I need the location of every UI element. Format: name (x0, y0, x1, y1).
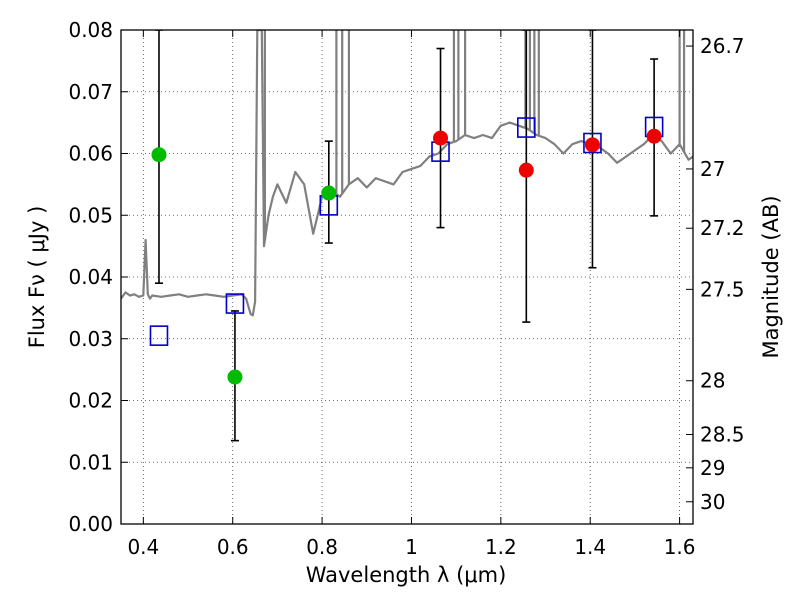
green-data-point (227, 369, 243, 385)
red-data-point (646, 128, 662, 144)
x-tick-label: 1 (405, 535, 418, 559)
right-tick-label: 28 (700, 369, 725, 393)
model-flux-square (583, 132, 602, 154)
x-ticks: 0.4 0.6 0.8 1 1.2 1.4 1.6 (127, 30, 696, 559)
right-axis-label: Magnitude (AB) (759, 195, 783, 358)
y-tick-label: 0.02 (68, 389, 113, 413)
x-tick-label: 0.4 (127, 535, 159, 559)
y-tick-label: 0.05 (68, 203, 113, 227)
x-tick-label: 0.6 (217, 535, 249, 559)
x-tick-label: 1.2 (485, 535, 517, 559)
right-tick-label: 30 (700, 490, 725, 514)
y-ticks: 0.00 0.01 0.02 0.03 0.04 0.05 0.06 0.07 0.08 (68, 18, 128, 536)
x-tick-label: 1.6 (664, 535, 696, 559)
right-tick-label: 27.2 (700, 216, 745, 240)
y-tick-label: 0.04 (68, 265, 113, 289)
right-tick-label: 26.7 (700, 34, 745, 58)
model-flux-square (149, 325, 169, 346)
right-tick-label: 27.5 (700, 277, 745, 301)
y-tick-label: 0.00 (68, 512, 113, 536)
red-data-point (584, 137, 600, 153)
right-tick-label: 28.5 (700, 422, 745, 446)
model-spectrum-line (121, 30, 693, 317)
y-tick-label: 0.06 (68, 142, 113, 166)
right-tick-label: 27 (700, 157, 725, 181)
x-axis-label: Wavelength λ (μm) (306, 563, 507, 587)
right-tick-label: 29 (700, 456, 725, 480)
model-flux-square (517, 117, 536, 138)
red-data-point (518, 162, 534, 178)
red-data-point (433, 130, 449, 146)
model-flux-square (225, 293, 245, 314)
plot-background (121, 30, 693, 524)
y-tick-label: 0.03 (68, 327, 113, 351)
x-tick-label: 0.8 (306, 535, 338, 559)
y-tick-label: 0.08 (68, 18, 113, 42)
right-ticks: 26.7 27 27.2 27.5 28 28.5 29 30 (686, 34, 745, 514)
green-data-point (321, 185, 337, 201)
y-axis-label: Flux Fν ( μJy ) (25, 206, 49, 349)
y-tick-label: 0.07 (68, 80, 113, 104)
x-tick-label: 1.4 (574, 535, 606, 559)
model-spectrum-group (121, 30, 693, 317)
markers-group (149, 116, 664, 385)
green-data-point (151, 147, 167, 163)
y-tick-label: 0.01 (68, 450, 113, 474)
